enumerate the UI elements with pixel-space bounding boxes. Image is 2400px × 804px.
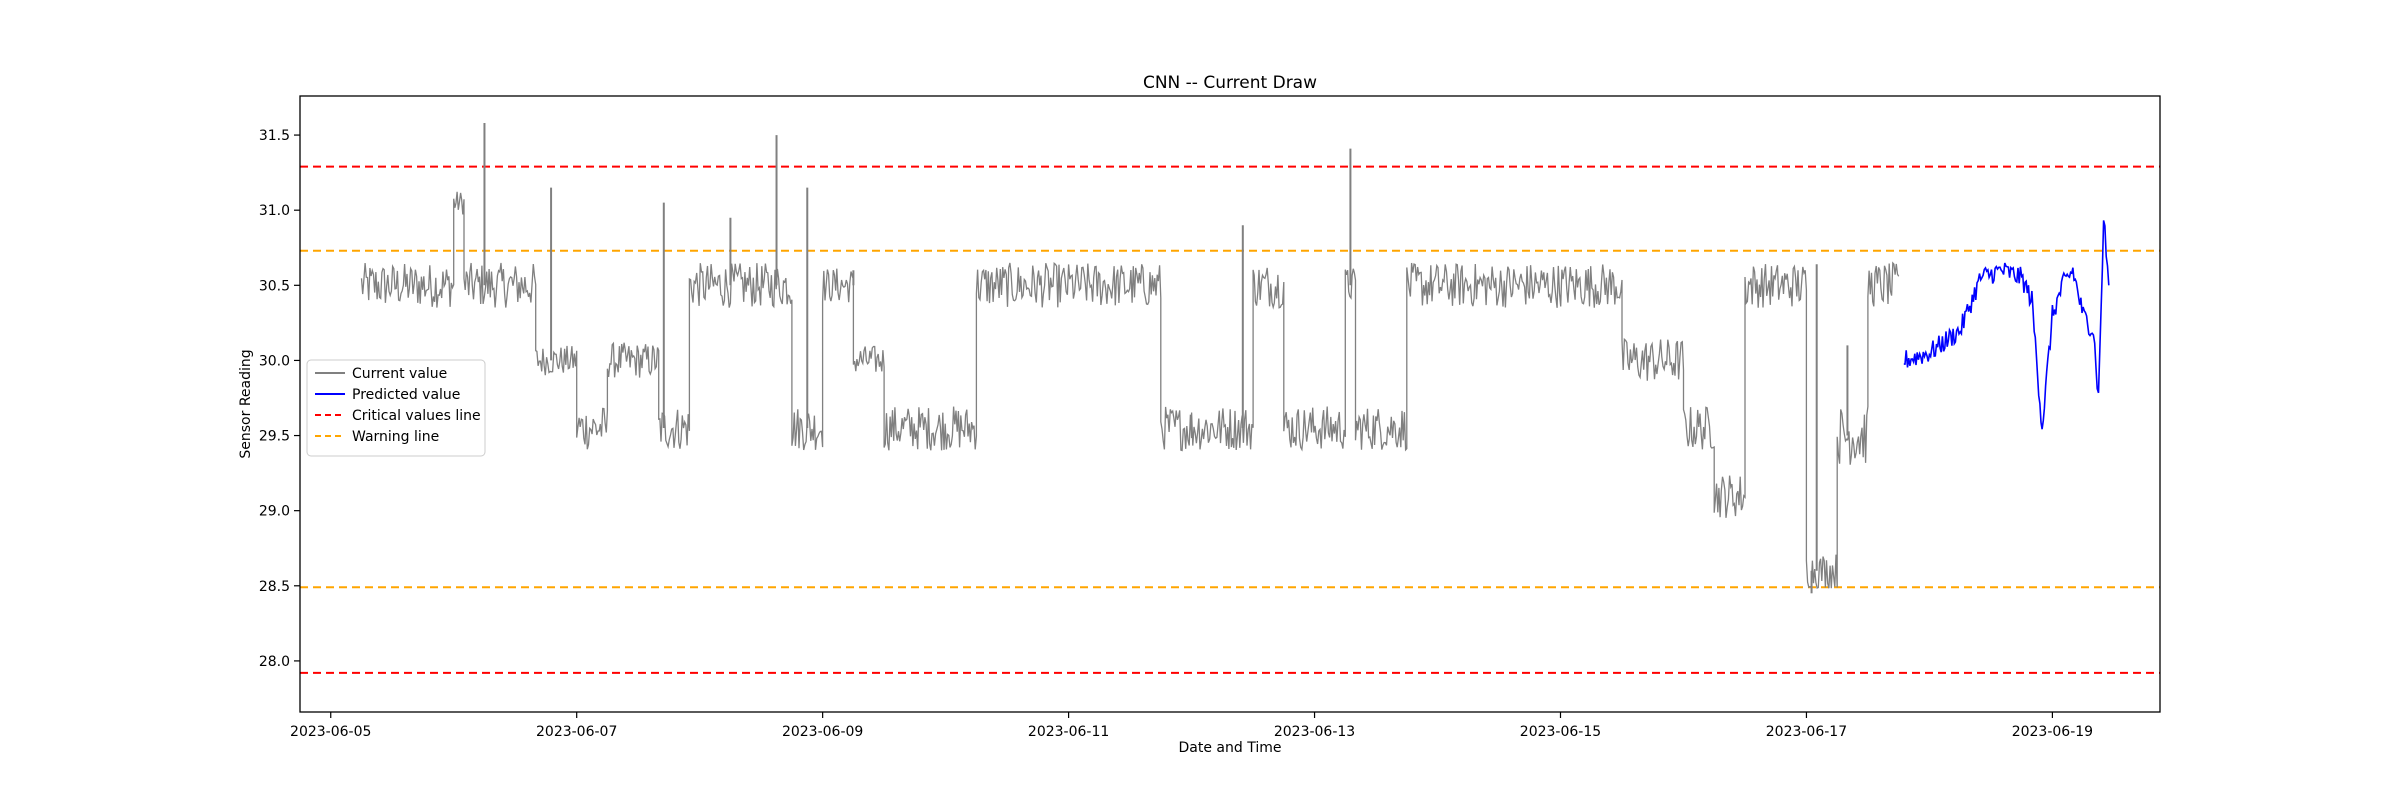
- y-axis: 28.0 28.5 29.0 29.5 30.0 30.5 31.0 31.5: [259, 128, 300, 670]
- x-tick-label-5: 2023-06-15: [1520, 724, 1601, 740]
- legend: Current value Predicted value Critical val…: [306, 359, 486, 457]
- y-tick-label-2: 29.0: [259, 504, 290, 520]
- y-tick-label-3: 29.5: [259, 429, 290, 445]
- x-tick-label-2: 2023-06-09: [782, 724, 863, 740]
- series-current-value-line: [360, 191, 1900, 589]
- x-axis: 2023-06-05 2023-06-07 2023-06-09 2023-06-11…: [290, 712, 2093, 740]
- legend-label-3: Warning line: [352, 429, 439, 445]
- plot-content: [300, 123, 2160, 674]
- x-tick-label-1: 2023-06-07: [536, 724, 617, 740]
- x-tick-label-6: 2023-06-17: [1766, 724, 1847, 740]
- y-tick-label-7: 31.5: [259, 128, 290, 144]
- x-axis-label: Date and Time: [1179, 740, 1282, 756]
- series-predicted-value-line: [1903, 220, 2110, 430]
- x-tick-label-0: 2023-06-05: [290, 724, 371, 740]
- chart-title: CNN -- Current Draw: [1143, 73, 1317, 93]
- y-tick-label-5: 30.5: [259, 278, 290, 294]
- legend-label-0: Current value: [352, 366, 447, 382]
- y-axis-label: Sensor Reading: [238, 349, 254, 458]
- y-tick-label-1: 28.5: [259, 579, 290, 595]
- y-tick-label-0: 28.0: [259, 654, 290, 670]
- y-tick-label-6: 31.0: [259, 203, 290, 219]
- x-tick-label-3: 2023-06-11: [1028, 724, 1109, 740]
- x-tick-label-4: 2023-06-13: [1274, 724, 1355, 740]
- legend-box: [306, 359, 486, 457]
- plot-area-frame: [299, 95, 2161, 713]
- legend-label-1: Predicted value: [352, 387, 460, 403]
- plot-series-group: [300, 123, 2160, 674]
- legend-label-2: Critical values line: [352, 408, 481, 424]
- y-tick-label-4: 30.0: [259, 353, 290, 369]
- x-tick-label-7: 2023-06-19: [2012, 724, 2093, 740]
